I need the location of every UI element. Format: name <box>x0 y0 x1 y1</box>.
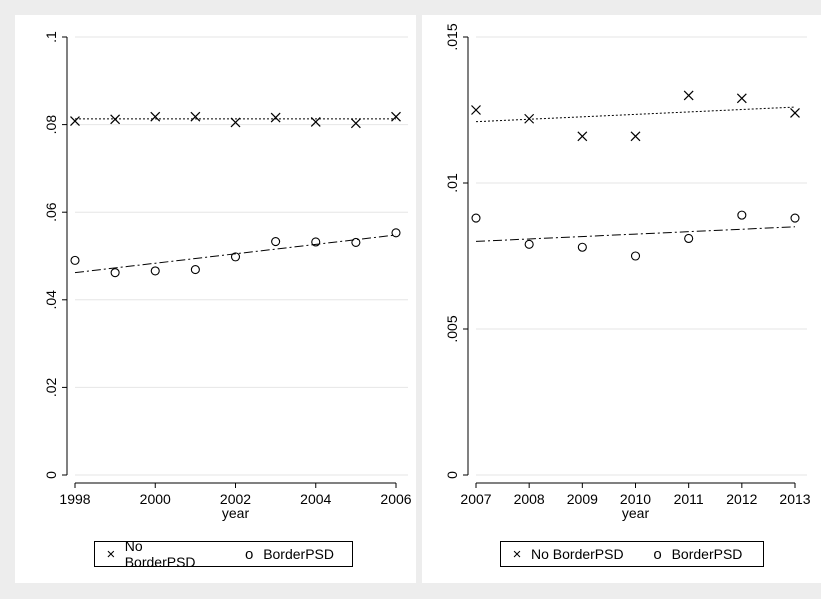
x-marker <box>391 111 401 122</box>
y-tick-label: .015 <box>444 23 460 50</box>
x-tick-label: 2012 <box>726 491 757 507</box>
data-point-no-border <box>577 131 588 142</box>
data-point-border <box>790 213 800 223</box>
y-tick-label: .02 <box>43 377 59 397</box>
legend-entry-border: o BorderPSD <box>652 545 743 563</box>
data-point-no-border <box>350 118 361 129</box>
x-tick-label: 2013 <box>779 491 810 507</box>
data-point-border <box>630 251 641 261</box>
data-point-no-border <box>790 107 800 118</box>
data-point-border <box>737 210 747 220</box>
data-point-no-border <box>683 90 694 101</box>
circle-marker-icon: o <box>245 545 254 563</box>
fit-line-no-border <box>475 106 796 123</box>
x-marker <box>110 114 121 125</box>
data-point-border <box>684 233 694 244</box>
x-tick-label: 2002 <box>220 491 251 507</box>
data-point-no-border <box>630 131 641 142</box>
legend-label-no-border: No BorderPSD <box>531 546 624 562</box>
data-point-border <box>577 242 587 252</box>
data-point-border <box>190 265 200 275</box>
legend-left: × No BorderPSD o BorderPSD <box>94 538 353 570</box>
x-marker <box>524 113 535 124</box>
data-point-border <box>351 237 361 247</box>
legend-entry-no-border: × No BorderPSD <box>511 546 624 563</box>
data-point-border <box>311 237 321 247</box>
x-axis-title: year <box>222 505 250 521</box>
data-point-no-border <box>270 112 281 123</box>
data-point-border <box>70 255 80 265</box>
x-axis-title: year <box>622 505 650 521</box>
x-tick-label: 2008 <box>514 491 545 507</box>
x-marker <box>471 105 481 115</box>
chart-left: 0 .02 .04 .06 .08 .1 1998 2000 2002 2004 2006 year <box>43 31 412 521</box>
x-marker <box>230 117 241 128</box>
data-point-border <box>391 228 401 238</box>
x-tick-label: 2011 <box>674 491 704 507</box>
data-point-border <box>524 239 534 249</box>
legend-entry-no-border: × No BorderPSD <box>105 538 215 570</box>
legend-right: × No BorderPSD o BorderPSD <box>500 541 764 567</box>
y-tick-label: .04 <box>43 290 59 310</box>
y-tick-label: .06 <box>43 202 59 222</box>
x-marker <box>577 131 588 142</box>
data-point-border <box>230 252 241 262</box>
y-tick-label: 0 <box>444 471 460 479</box>
data-point-border <box>110 268 120 278</box>
x-marker-icon: × <box>512 545 522 563</box>
y-tick-label: .08 <box>43 115 59 135</box>
chart-right: 0 .005 .01 .015 2007 2008 2009 2010 2011 2012 2013… <box>444 23 811 521</box>
x-tick-label: 1998 <box>59 491 90 507</box>
x-marker <box>70 116 80 127</box>
legend-label-border: BorderPSD <box>263 546 334 562</box>
x-tick-label: 2010 <box>620 491 651 507</box>
data-point-no-border <box>230 117 241 128</box>
x-tick-label: 2000 <box>140 491 171 507</box>
data-point-no-border <box>150 111 161 122</box>
x-marker <box>736 93 747 104</box>
x-marker <box>350 118 361 129</box>
x-marker <box>150 111 161 122</box>
x-marker <box>683 90 694 101</box>
x-tick-label: 2004 <box>300 491 331 507</box>
data-point-no-border <box>391 111 401 122</box>
y-tick-label: .005 <box>444 315 460 342</box>
chart-panel-left: 0.02.04.06.08.1 1998 2000 2002 2004 2006 year … <box>15 15 416 583</box>
x-marker <box>630 131 641 142</box>
data-point-no-border <box>70 116 80 127</box>
data-point-border <box>150 266 160 276</box>
y-tick-label: .1 <box>43 31 59 43</box>
x-marker <box>790 107 800 118</box>
data-point-no-border <box>190 111 201 122</box>
data-point-border <box>271 236 281 247</box>
x-marker <box>270 112 281 123</box>
y-tick-label: .01 <box>444 173 460 193</box>
circle-marker-icon: o <box>653 545 662 563</box>
legend-label-border: BorderPSD <box>671 546 743 562</box>
data-point-no-border <box>110 114 121 125</box>
data-point-no-border <box>471 105 481 115</box>
legend-label-no-border: No BorderPSD <box>124 538 196 570</box>
y-tick-label: 0 <box>43 471 59 479</box>
data-point-no-border <box>524 113 535 124</box>
x-tick-label: 2009 <box>567 491 598 507</box>
x-marker <box>310 117 321 127</box>
data-point-no-border <box>310 117 321 127</box>
chart-panel-right: 0 .005 .01 .015 2007 2008 2009 2010 2011 2012 2013… <box>422 15 821 583</box>
data-point-no-border <box>736 93 747 104</box>
x-marker <box>190 111 201 122</box>
fit-line-border <box>475 226 796 242</box>
data-point-border <box>471 213 481 223</box>
legend-entry-border: o BorderPSD <box>243 546 334 563</box>
fit-line-border <box>74 234 397 274</box>
x-tick-label: 2006 <box>380 491 411 507</box>
x-marker-icon: × <box>106 545 116 563</box>
x-tick-label: 2007 <box>460 491 491 507</box>
